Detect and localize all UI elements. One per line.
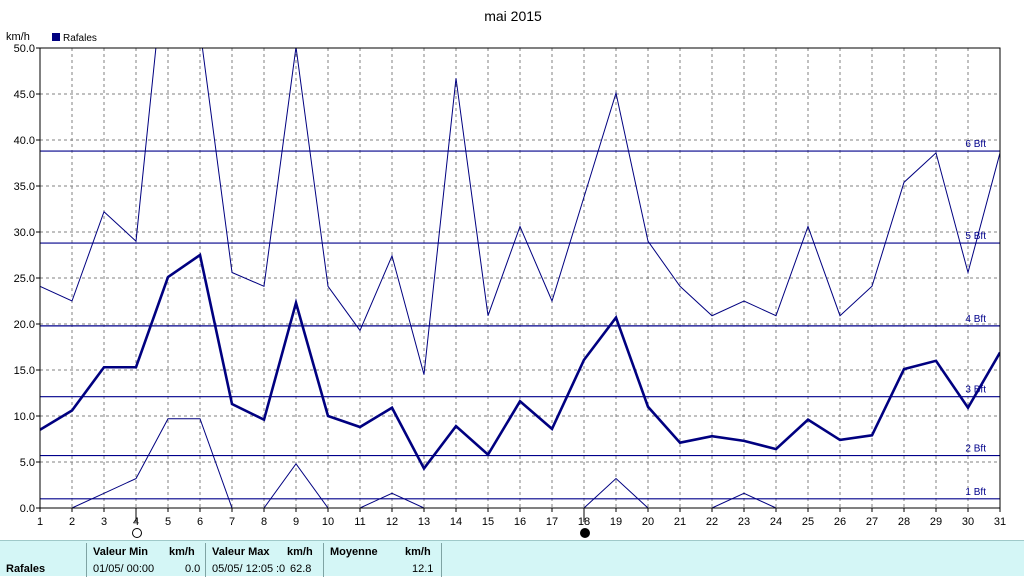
full-moon-icon bbox=[132, 528, 142, 538]
series-line-min bbox=[40, 418, 1000, 508]
footer-separator bbox=[86, 543, 87, 577]
min-value: 0.0 bbox=[185, 563, 201, 575]
x-tick-label: 20 bbox=[642, 516, 654, 528]
x-tick-label: 7 bbox=[229, 516, 235, 528]
wind-chart: mai 2015 km/h Rafales 1 Bft 2 Bft 3 Bft 4 B… bbox=[6, 8, 1006, 538]
footer-separator bbox=[323, 543, 324, 577]
min-stat: Valeur Min km/h 01/05/ 00:00 0.0 bbox=[93, 541, 203, 577]
footer-separator bbox=[441, 543, 442, 577]
avg-header: Moyenne bbox=[330, 546, 378, 558]
x-tick-label: 16 bbox=[514, 516, 526, 528]
x-tick-label: 30 bbox=[962, 516, 974, 528]
x-tick-label: 5 bbox=[165, 516, 171, 528]
x-tick-label: 27 bbox=[866, 516, 878, 528]
x-tick-label: 17 bbox=[546, 516, 558, 528]
max-unit: km/h bbox=[287, 546, 313, 558]
x-tick-label: 23 bbox=[738, 516, 750, 528]
x-tick-label: 13 bbox=[418, 516, 430, 528]
y-tick-label: 10.0 bbox=[14, 411, 35, 423]
x-tick-label: 24 bbox=[770, 516, 782, 528]
x-tick-label: 22 bbox=[706, 516, 718, 528]
new-moon-icon bbox=[580, 528, 590, 538]
y-axis-unit: km/h bbox=[6, 31, 30, 43]
y-tick-label: 50.0 bbox=[14, 43, 35, 55]
legend-label: Rafales bbox=[63, 33, 97, 44]
y-tick-label: 40.0 bbox=[14, 135, 35, 147]
x-tick-label: 15 bbox=[482, 516, 494, 528]
y-tick-label: 45.0 bbox=[14, 89, 35, 101]
legend-swatch bbox=[52, 33, 60, 41]
y-tick-label: 25.0 bbox=[14, 273, 35, 285]
x-tick-label: 21 bbox=[674, 516, 686, 528]
footer-row-label: Rafales bbox=[6, 563, 46, 575]
max-header: Valeur Max bbox=[212, 546, 270, 558]
x-tick-label: 6 bbox=[197, 516, 203, 528]
beaufort-label: 2 Bft bbox=[965, 444, 986, 455]
series-line-average bbox=[40, 252, 1000, 471]
chart-title: mai 2015 bbox=[484, 8, 542, 24]
avg-unit: km/h bbox=[405, 546, 431, 558]
x-tick-label: 12 bbox=[386, 516, 398, 528]
max-stat: Valeur Max km/h 05/05/ 12:05 :0 62.8 bbox=[212, 541, 322, 577]
beaufort-label: 1 Bft bbox=[965, 487, 986, 498]
footer-separator bbox=[205, 543, 206, 577]
min-header: Valeur Min bbox=[93, 546, 149, 558]
avg-value: 12.1 bbox=[412, 563, 434, 575]
series-line-max bbox=[40, 48, 1000, 375]
x-tick-label: 9 bbox=[293, 516, 299, 528]
x-tick-label: 31 bbox=[994, 516, 1006, 528]
x-tick-label: 10 bbox=[322, 516, 334, 528]
y-tick-label: 35.0 bbox=[14, 181, 35, 193]
max-value: 62.8 bbox=[290, 563, 312, 575]
min-date: 01/05/ 00:00 bbox=[93, 563, 155, 575]
x-tick-label: 26 bbox=[834, 516, 846, 528]
y-tick-label: 15.0 bbox=[14, 365, 35, 377]
beaufort-label: 3 Bft bbox=[965, 385, 986, 396]
y-tick-label: 0.0 bbox=[20, 503, 35, 515]
x-tick-label: 2 bbox=[69, 516, 75, 528]
x-tick-label: 11 bbox=[354, 516, 365, 528]
x-tick-label: 14 bbox=[450, 516, 462, 528]
x-tick-label: 8 bbox=[261, 516, 267, 528]
x-tick-label: 3 bbox=[101, 516, 107, 528]
y-tick-label: 20.0 bbox=[14, 319, 35, 331]
max-date: 05/05/ 12:05 bbox=[212, 563, 274, 575]
avg-stat: Moyenne km/h 12.1 bbox=[330, 541, 438, 577]
plot-frame bbox=[39, 47, 1001, 509]
y-tick-label: 30.0 bbox=[14, 227, 35, 239]
x-tick-label: 19 bbox=[610, 516, 622, 528]
y-tick-label: 5.0 bbox=[20, 457, 35, 469]
beaufort-label: 4 Bft bbox=[965, 314, 986, 325]
stats-footer: Rafales Valeur Min km/h 01/05/ 00:00 0.0… bbox=[0, 540, 1024, 577]
beaufort-label: 6 Bft bbox=[965, 139, 986, 150]
x-tick-label: 29 bbox=[930, 516, 942, 528]
beaufort-label: 5 Bft bbox=[965, 231, 986, 242]
x-tick-label: 28 bbox=[898, 516, 910, 528]
max-overlap: :0 bbox=[276, 563, 286, 575]
x-tick-label: 1 bbox=[37, 516, 43, 528]
min-unit: km/h bbox=[169, 546, 195, 558]
x-tick-label: 25 bbox=[802, 516, 814, 528]
